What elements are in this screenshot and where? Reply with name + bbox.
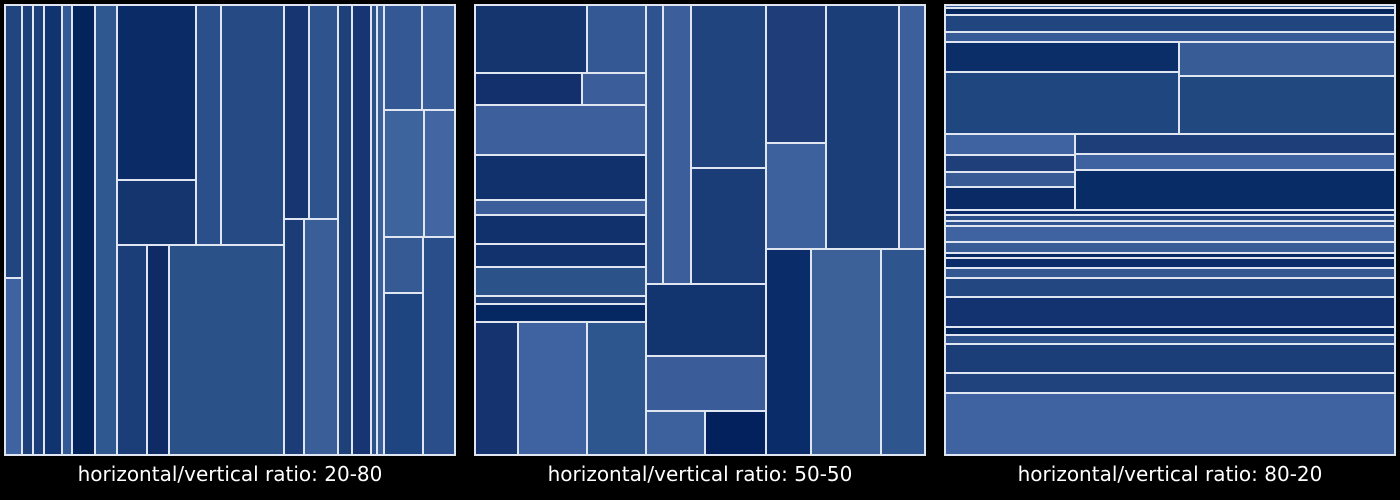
treemap-cell	[422, 5, 455, 110]
treemap-cell	[475, 322, 518, 455]
treemap-cell	[582, 73, 646, 105]
treemap-cell	[945, 253, 1395, 258]
treemap-cell	[663, 5, 691, 284]
treemap-cell	[945, 297, 1395, 327]
treemap-cell	[196, 5, 221, 245]
treemap-cell	[518, 322, 587, 455]
treemap-cell	[284, 219, 304, 455]
treemap-cell	[475, 73, 582, 105]
treemap-cell	[691, 168, 766, 284]
treemap-cell	[384, 293, 423, 455]
treemap-cell	[945, 172, 1075, 187]
treemap-cell	[384, 110, 424, 237]
treemap-cell	[826, 5, 899, 249]
treemap-cell	[1179, 76, 1395, 134]
treemap-cell	[945, 32, 1395, 42]
treemap-cell	[475, 215, 646, 244]
treemap-cell	[945, 15, 1395, 32]
treemap-cell	[475, 304, 646, 322]
treemap-cell	[1075, 170, 1395, 210]
treemap-cell	[945, 335, 1395, 344]
treemap-cell	[766, 249, 811, 455]
treemap-cell	[475, 5, 587, 73]
treemap-cell	[424, 110, 455, 237]
treemap-panel-20-80	[4, 4, 456, 456]
treemap-cell	[691, 5, 766, 168]
treemap-cell	[766, 5, 826, 143]
treemap-cell	[945, 258, 1395, 268]
treemap-cell	[352, 5, 371, 455]
treemap-cell	[117, 5, 196, 180]
treemap-cell	[945, 344, 1395, 373]
treemap-cell	[945, 226, 1395, 242]
treemap-cell	[705, 411, 766, 455]
treemap-cell	[95, 5, 117, 455]
treemap-cell	[811, 249, 881, 455]
treemap-cell	[309, 5, 338, 219]
treemap-cell	[1075, 134, 1395, 154]
treemap-cell	[646, 411, 705, 455]
treemap-cell	[33, 5, 44, 455]
treemap-cell	[72, 5, 95, 455]
treemap-cell	[587, 322, 646, 455]
treemap-cell	[169, 245, 284, 455]
treemap-cell	[384, 237, 423, 293]
treemap-cell	[945, 187, 1075, 210]
treemap-cell	[22, 5, 33, 455]
treemap-cell	[475, 267, 646, 296]
treemap-cell	[221, 5, 284, 245]
treemap-cell	[377, 5, 384, 455]
treemap-cell	[945, 155, 1075, 172]
treemap-cell	[587, 5, 646, 73]
treemap-cell	[766, 143, 826, 249]
treemap-cell	[945, 221, 1395, 226]
treemap-cell	[5, 5, 22, 278]
treemap-cell	[945, 278, 1395, 297]
treemap-cell	[945, 327, 1395, 335]
treemap-cell	[646, 356, 766, 411]
treemap-cell	[475, 105, 646, 155]
treemap-cell	[945, 242, 1395, 253]
treemap-cell	[945, 5, 1395, 8]
treemap-panel-80-20	[944, 4, 1396, 456]
treemap-cell	[646, 284, 766, 356]
treemap-cell	[5, 278, 22, 455]
treemap-cell	[945, 42, 1179, 72]
caption-20-80: horizontal/vertical ratio: 20-80	[77, 462, 383, 486]
treemap-cell	[945, 8, 1395, 15]
treemap-cell	[881, 249, 925, 455]
treemap-cell	[945, 268, 1395, 278]
treemap-cell	[646, 5, 663, 284]
treemap-cell	[899, 5, 925, 249]
treemap-cell	[1179, 42, 1395, 76]
treemap-cell	[117, 245, 147, 455]
treemap-cell	[945, 373, 1395, 393]
treemap-cell	[475, 244, 646, 267]
treemap-cell	[475, 200, 646, 215]
treemap-cell	[423, 237, 455, 455]
treemap-cell	[945, 215, 1395, 221]
treemap-cell	[945, 134, 1075, 155]
treemap-panel-50-50	[474, 4, 926, 456]
treemap-cell	[44, 5, 62, 455]
treemap-cell	[384, 5, 422, 110]
treemap-cell	[304, 219, 338, 455]
treemap-cell	[475, 155, 646, 200]
treemap-cell	[338, 5, 352, 455]
treemap-cell	[147, 245, 169, 455]
caption-80-20: horizontal/vertical ratio: 80-20	[1017, 462, 1323, 486]
treemap-cell	[945, 210, 1395, 215]
treemap-cell	[62, 5, 72, 455]
treemap-cell	[1075, 154, 1395, 170]
treemap-cell	[475, 296, 646, 304]
treemap-cell	[117, 180, 196, 245]
treemap-cell	[284, 5, 309, 219]
caption-50-50: horizontal/vertical ratio: 50-50	[547, 462, 853, 486]
treemap-cell	[371, 5, 377, 455]
treemap-cell	[945, 393, 1395, 455]
treemap-cell	[945, 72, 1179, 134]
